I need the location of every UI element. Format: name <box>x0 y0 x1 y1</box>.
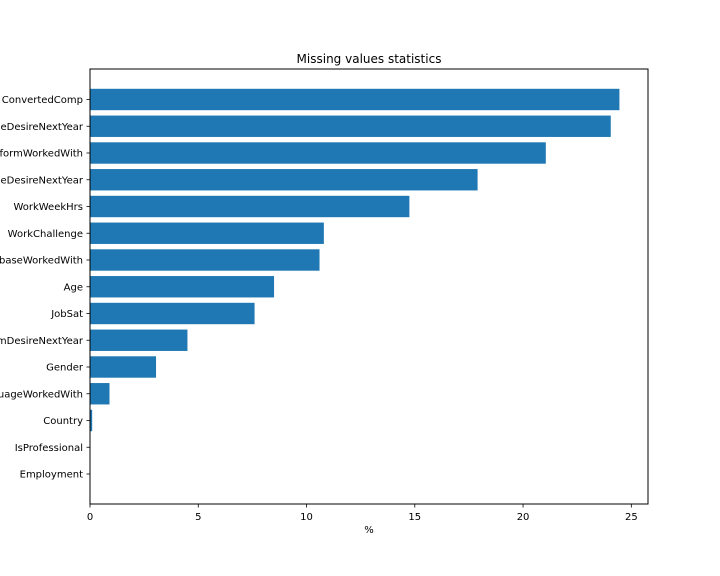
y-tick-label: WorkChallenge <box>8 229 83 240</box>
bar-convertedcomp <box>90 88 620 111</box>
y-tick-label: ConvertedComp <box>2 95 83 106</box>
x-tick-label: 10 <box>300 512 313 523</box>
y-tick-label: WorkWeekHrs <box>13 202 83 213</box>
bar-gender <box>90 356 157 378</box>
chart-title: Missing values statistics <box>297 52 442 66</box>
x-tick-label: 15 <box>408 512 421 523</box>
plot-frame <box>89 68 649 505</box>
y-tick-label: Age <box>64 282 83 293</box>
y-tick-label: IsProfessional <box>15 443 83 454</box>
y-tick-label: Country <box>43 416 83 427</box>
bar-languagedesirenextyear <box>90 115 611 137</box>
bar-languageworkedwith <box>90 383 110 405</box>
y-tick-label: Employment <box>20 470 83 481</box>
bar-jobsat <box>90 302 255 325</box>
x-tick-label: 20 <box>517 512 530 523</box>
y-tick-label: Gender <box>46 363 84 374</box>
y-tick-label: DatabaseDesireNextYear <box>0 175 84 186</box>
x-tick-label: 25 <box>625 512 638 523</box>
bar-databaseworkedwith <box>90 249 320 271</box>
y-tick-label: LanguageWorkedWith <box>0 389 83 400</box>
y-tick-label: PlatformWorkedWith <box>0 149 83 160</box>
y-tick-label: LanguageDesireNextYear <box>0 122 84 133</box>
x-axis: 0 5 10 15 20 25 <box>87 504 638 523</box>
bar-workchallenge <box>90 222 324 244</box>
x-axis-label: % <box>364 525 374 536</box>
x-tick-label: 0 <box>87 512 93 523</box>
bar-age <box>90 276 275 298</box>
x-tick-label: 5 <box>195 512 201 523</box>
bar-databasedesirenextyear <box>90 169 478 191</box>
y-tick-label: PlatformDesireNextYear <box>0 336 84 347</box>
bar-platformdesirenextyear <box>90 329 188 351</box>
bar-platformworkedwith <box>90 142 546 164</box>
bar-country <box>90 409 93 432</box>
y-axis: ConvertedComp LanguageDesireNextYear Platf… <box>0 95 90 481</box>
bar-workweekhrs <box>90 195 410 218</box>
y-tick-label: JobSat <box>50 309 83 320</box>
y-tick-label: DatabaseWorkedWith <box>0 256 83 267</box>
bars-group <box>90 88 620 432</box>
